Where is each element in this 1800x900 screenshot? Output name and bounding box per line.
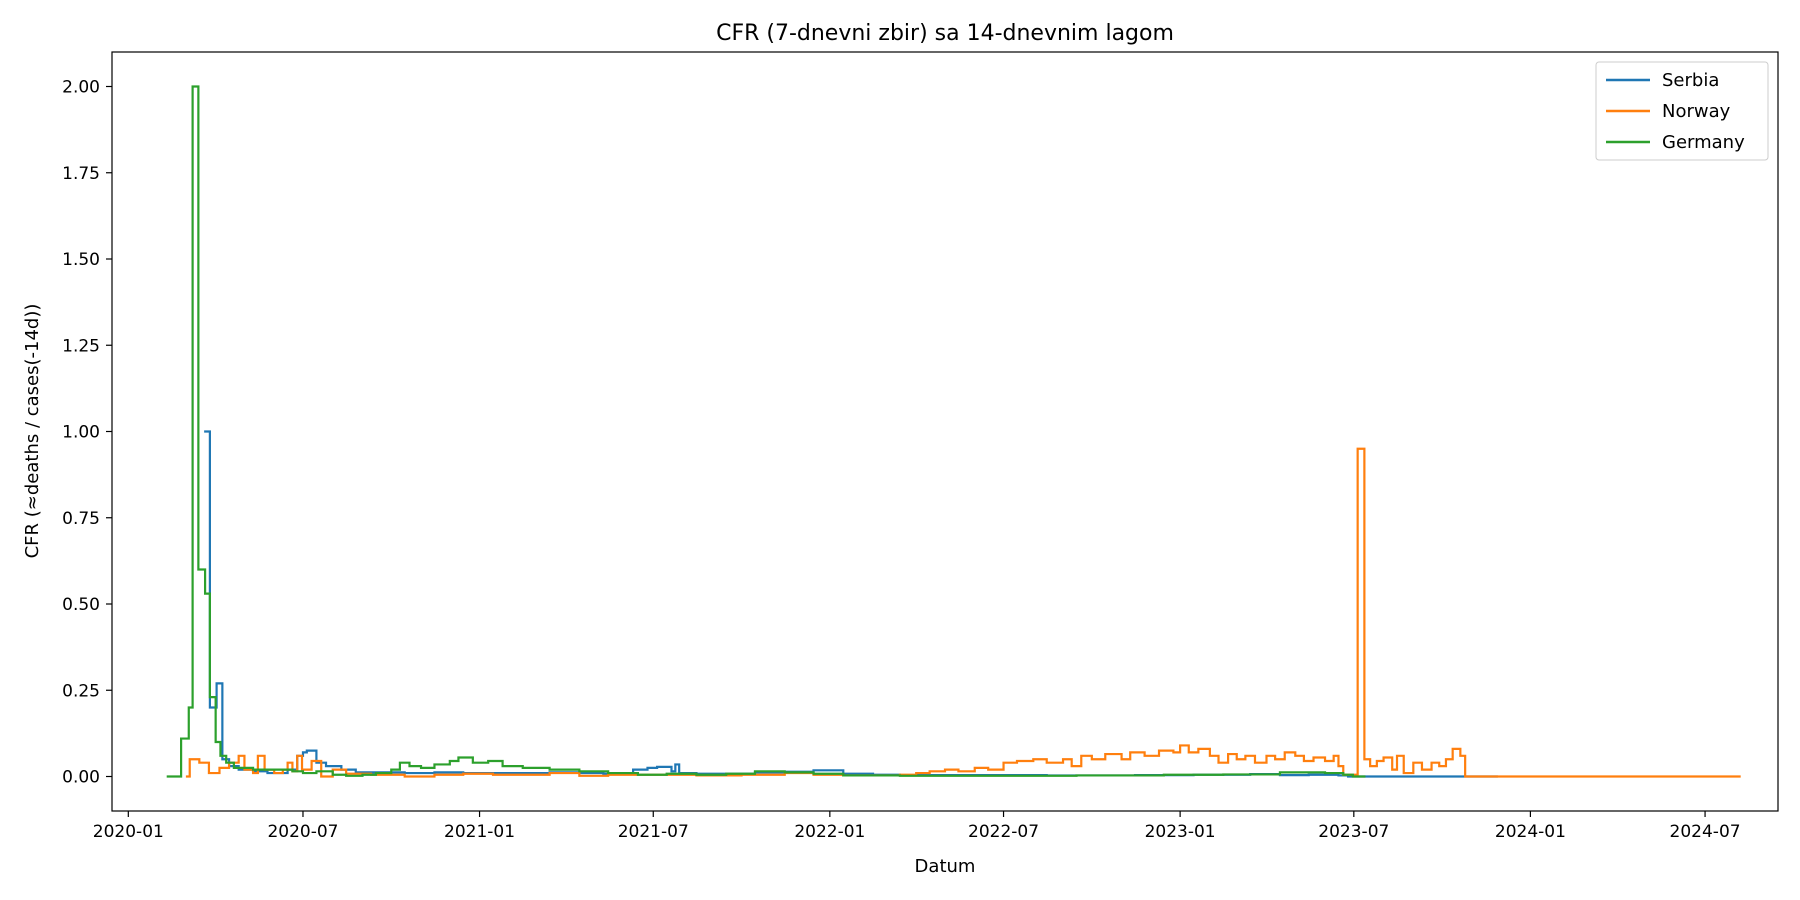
plot-area bbox=[111, 51, 1779, 812]
series-line-norway bbox=[185, 447, 1741, 778]
plot-frame bbox=[111, 51, 1779, 812]
y-tick-label: 0.50 bbox=[62, 595, 100, 615]
legend-label-germany: Germany bbox=[1662, 132, 1745, 153]
x-tick-label: 2021-07 bbox=[618, 822, 689, 842]
y-tick-label: 0.25 bbox=[62, 681, 100, 701]
series-line-germany bbox=[166, 85, 1366, 778]
x-axis: 2020-01 2020-07 2021-01 2021-07 2022-01 2022-… bbox=[93, 811, 1741, 842]
series-layer bbox=[166, 85, 1741, 778]
x-tick-label: 2023-01 bbox=[1145, 822, 1216, 842]
x-tick-label: 2021-01 bbox=[444, 822, 515, 842]
x-tick-label: 2023-07 bbox=[1318, 822, 1389, 842]
x-tick-label: 2022-07 bbox=[968, 822, 1039, 842]
x-tick-label: 2020-01 bbox=[93, 822, 164, 842]
x-tick-label: 2024-07 bbox=[1670, 822, 1741, 842]
x-axis-label: Datum bbox=[915, 856, 976, 877]
legend-box bbox=[1595, 61, 1769, 161]
y-tick-label: 1.25 bbox=[62, 336, 100, 356]
y-tick-label: 2.00 bbox=[62, 78, 100, 98]
y-tick-label: 1.50 bbox=[62, 250, 100, 270]
x-tick-label: 2022-01 bbox=[794, 822, 865, 842]
y-axis-label: CFR (≈deaths / cases(-14d)) bbox=[22, 304, 43, 559]
legend-label-norway: Norway bbox=[1662, 101, 1731, 122]
series-line-serbia bbox=[204, 430, 1498, 778]
y-tick-label: 1.75 bbox=[62, 164, 100, 184]
chart-title: CFR (7-dnevni zbir) sa 14-dnevnim lagom bbox=[716, 21, 1174, 46]
y-tick-label: 0.75 bbox=[62, 509, 100, 529]
y-axis: 0.00 0.25 0.50 0.75 1.00 1.25 1.50 1.75 2.00 bbox=[62, 78, 112, 788]
x-tick-label: 2020-07 bbox=[267, 822, 338, 842]
x-tick-label: 2024-01 bbox=[1495, 822, 1566, 842]
legend: Serbia Norway Germany bbox=[1595, 61, 1769, 161]
y-tick-label: 0.00 bbox=[62, 768, 100, 788]
y-tick-label: 1.00 bbox=[62, 423, 100, 443]
legend-label-serbia: Serbia bbox=[1662, 70, 1719, 91]
